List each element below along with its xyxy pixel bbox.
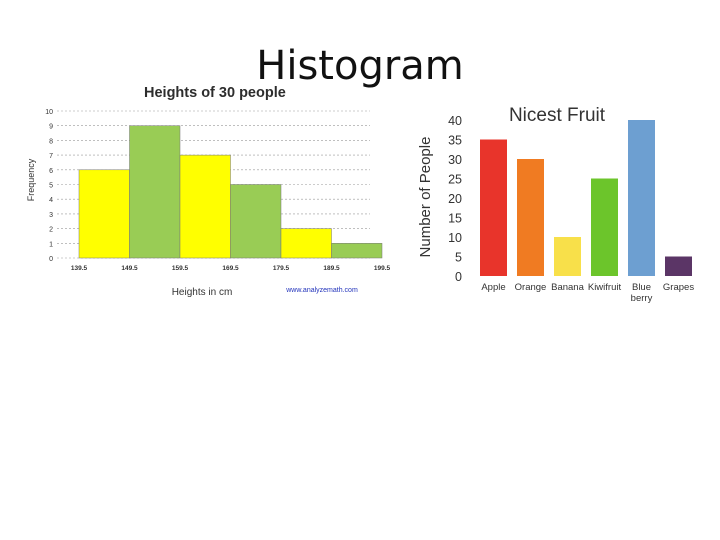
fruit-category-label: berry xyxy=(631,293,653,304)
histogram-y-tick-label: 4 xyxy=(49,197,53,204)
histogram-watermark: www.analyzemath.com xyxy=(285,287,358,294)
fruit-y-tick-label: 10 xyxy=(448,231,462,245)
histogram-y-tick-label: 8 xyxy=(49,138,53,145)
histogram-x-tick-label: 139.5 xyxy=(71,265,88,272)
fruit-bar xyxy=(517,159,544,276)
histogram-x-tick-label: 149.5 xyxy=(121,265,138,272)
histogram-x-tick-label: 169.5 xyxy=(222,265,239,272)
fruit-y-ticks: 0 5 10 15 20 25 30 35 40 xyxy=(448,114,462,284)
fruit-y-tick-label: 40 xyxy=(448,114,462,128)
histogram-title: Heights of 30 people xyxy=(144,85,286,101)
fruit-y-tick-label: 15 xyxy=(448,212,462,226)
histogram-bars xyxy=(78,125,383,259)
histogram-x-tick-label: 199.5 xyxy=(374,265,391,272)
fruit-y-axis-label: Number of People xyxy=(417,137,434,258)
fruit-bar xyxy=(554,237,581,276)
histogram-y-tick-label: 10 xyxy=(45,109,53,116)
histogram-x-tick-label: 179.5 xyxy=(273,265,290,272)
histogram-bar xyxy=(331,243,383,259)
histogram-y-tick-label: 3 xyxy=(49,212,53,219)
histogram-x-axis-label: Heights in cm xyxy=(172,287,233,298)
histogram-bar xyxy=(129,125,181,259)
fruit-bar xyxy=(591,178,618,276)
histogram-y-tick-label: 0 xyxy=(49,256,53,263)
histogram-y-tick-label: 7 xyxy=(49,153,53,160)
fruit-y-tick-label: 35 xyxy=(448,134,462,148)
fruit-category-label: Blue xyxy=(632,282,651,293)
fruit-y-tick-label: 25 xyxy=(448,173,462,187)
fruit-bars xyxy=(480,120,692,276)
slide-title: Histogram xyxy=(256,43,464,89)
histogram-y-tick-label: 6 xyxy=(49,168,53,175)
histogram-y-tick-label: 2 xyxy=(49,227,53,234)
fruit-bar xyxy=(665,256,692,276)
fruit-chart-title: Nicest Fruit xyxy=(509,105,606,126)
fruit-bar xyxy=(628,120,655,276)
histogram-y-tick-label: 5 xyxy=(49,183,53,190)
fruit-category-label: Orange xyxy=(515,282,547,293)
histogram-y-tick-label: 9 xyxy=(49,124,53,131)
histogram-bar xyxy=(280,228,332,259)
histogram-x-tick-label: 159.5 xyxy=(172,265,189,272)
histogram-bar xyxy=(230,184,282,259)
fruit-y-tick-label: 30 xyxy=(448,153,462,167)
histogram-y-ticks: 0 1 2 3 4 5 6 7 8 9 10 xyxy=(45,109,53,263)
histogram-x-tick-label: 189.5 xyxy=(323,265,340,272)
fruit-y-tick-label: 5 xyxy=(455,251,462,265)
histogram-y-axis-label: Frequency xyxy=(26,158,36,201)
fruit-y-tick-label: 0 xyxy=(455,270,462,284)
fruit-category-label: Apple xyxy=(481,282,505,293)
fruit-y-tick-label: 20 xyxy=(448,192,462,206)
fruit-category-label: Banana xyxy=(551,282,584,293)
histogram-x-ticks: 139.5 149.5 159.5 169.5 179.5 189.5 199.5 xyxy=(71,265,391,272)
fruit-bar xyxy=(480,139,507,276)
histogram-bar xyxy=(179,154,231,259)
fruit-category-label: Grapes xyxy=(663,282,694,293)
histogram-y-tick-label: 1 xyxy=(49,241,53,248)
fruit-category-label: Kiwifruit xyxy=(588,282,622,293)
histogram-bar xyxy=(78,169,130,259)
